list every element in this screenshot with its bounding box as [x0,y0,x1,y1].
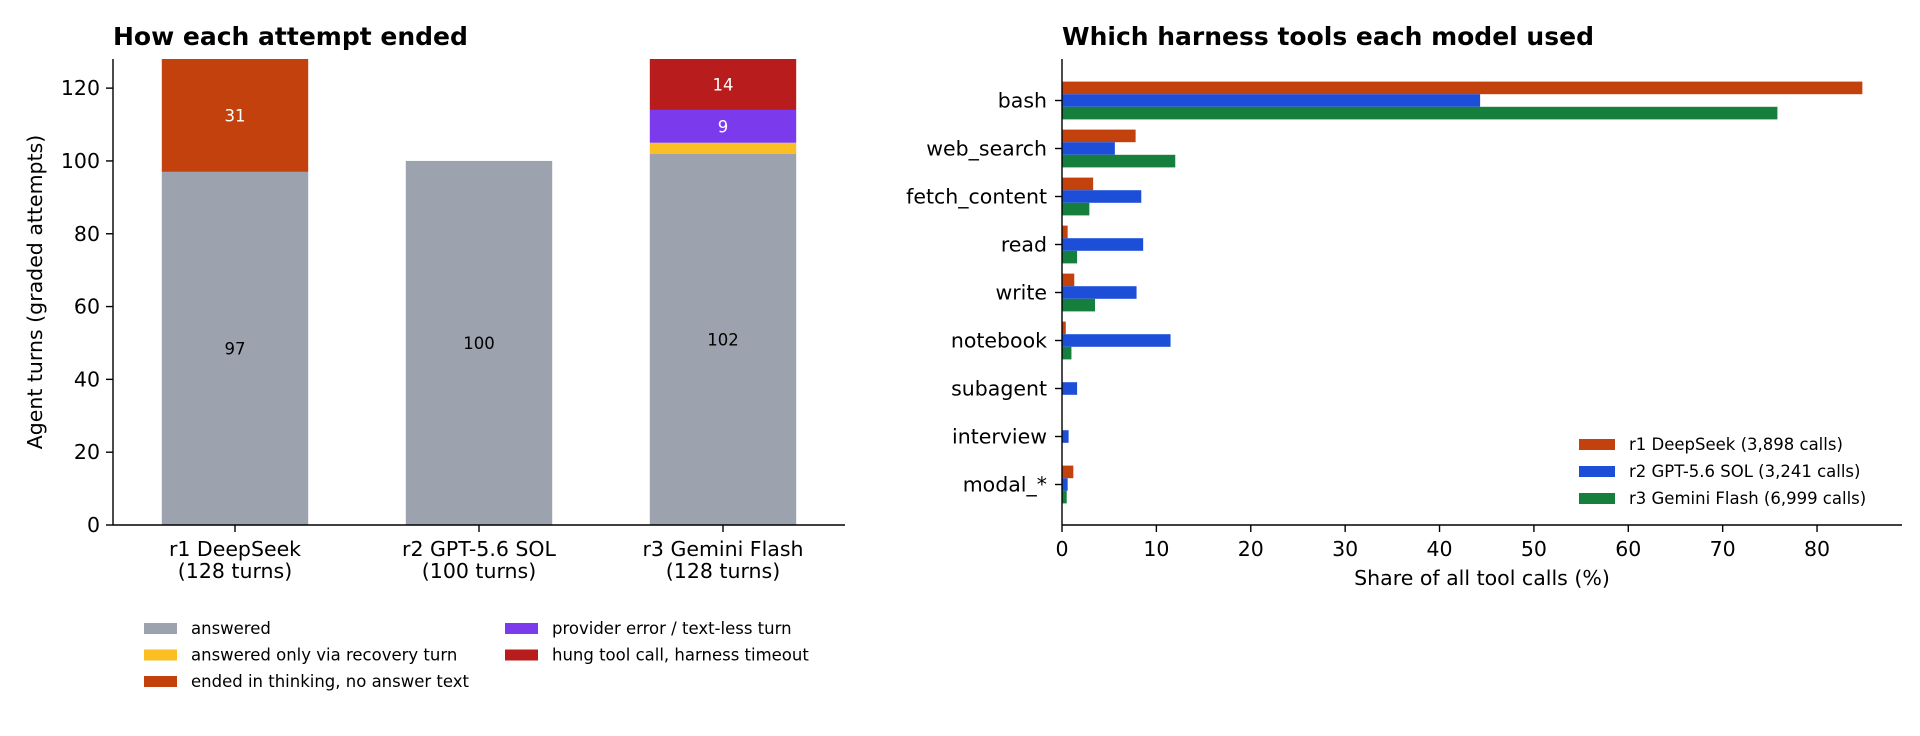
legend-label-r1-deepseek: r1 DeepSeek (3,898 calls) [1629,435,1843,454]
bar-r3-gemini-flash-write [1062,298,1096,312]
data-label-answered-r1-deepseek: 97 [225,339,246,358]
bar-r2-gpt-5-6-sol-interview [1062,430,1069,443]
legend-swatch-r2-gpt-5-6-sol [1579,466,1615,477]
x-tick-label-r1-deepseek-sub: (128 turns) [178,559,292,583]
x-tick-label-r3-gemini-flash: r3 Gemini Flash [642,537,803,561]
data-label-provider-error-text-less-turn-r3-gemini-flash: 9 [718,117,729,136]
y-tick-label-60: 60 [74,295,100,319]
y-tick-label-0: 0 [87,513,100,537]
x-tick-label-60: 60 [1615,537,1641,561]
bar-provider-error-text-less-turn-r3-gemini-flash [649,109,797,143]
y-tick-label-modal: modal_* [963,473,1047,498]
y-tick-label-20: 20 [74,440,100,464]
y-tick-label-web-search: web_search [926,137,1047,162]
x-tick-label-80: 80 [1804,537,1830,561]
right-bars [1062,81,1863,504]
bar-r3-gemini-flash-web-search [1062,154,1176,168]
data-label-answered-r2-gpt-5-6-sol: 100 [463,334,495,353]
bar-r2-gpt-5-6-sol-notebook [1062,334,1171,347]
y-tick-label-interview: interview [952,425,1047,449]
x-tick-label-r3-gemini-flash-sub: (128 turns) [666,559,780,583]
x-tick-label-10: 10 [1143,537,1169,561]
left-bars: 97 100 102 31 9 14 [161,59,797,525]
legend-swatch-r3-gemini-flash [1579,493,1615,504]
legend-label-ended-in-thinking-no-answer-text: ended in thinking, no answer text [191,672,470,691]
bar-r1-deepseek-modal [1062,465,1074,479]
right-x-axis-label: Share of all tool calls (%) [1354,566,1610,590]
bar-r2-gpt-5-6-sol-read [1062,238,1144,251]
y-tick-label-notebook: notebook [951,329,1047,353]
bar-answered-r1-deepseek [161,171,309,525]
legend-swatch-r1-deepseek [1579,439,1615,450]
bar-answered-r2-gpt-5-6-sol [405,160,553,525]
legend-swatch-hung-tool-call-harness-timeout [505,649,538,661]
legend-label-r3-gemini-flash: r3 Gemini Flash (6,999 calls) [1629,489,1866,508]
x-tick-label-20: 20 [1238,537,1264,561]
y-tick-label-read: read [1001,233,1047,257]
left-chart-panel: How each attempt ended 97 100 102 31 9 14 0 20… [23,22,845,691]
legend-label-provider-error-text-less-turn: provider error / text-less turn [552,619,792,638]
legend-label-r2-gpt-5-6-sol: r2 GPT-5.6 SOL (3,241 calls) [1629,462,1860,481]
left-y-axis-label: Agent turns (graded attempts) [23,135,47,450]
bar-r1-deepseek-web-search [1062,129,1136,143]
data-label-ended-in-thinking-no-answer-text-r1-deepseek: 31 [225,106,246,125]
y-tick-label-subagent: subagent [951,377,1047,401]
legend-label-answered: answered [191,619,271,638]
legend-swatch-answered [144,623,177,634]
y-tick-label-write: write [995,281,1047,305]
x-tick-label-r1-deepseek: r1 DeepSeek [169,537,301,561]
x-tick-label-r2-gpt-5-6-sol-sub: (100 turns) [422,559,536,583]
bar-r3-gemini-flash-notebook [1062,346,1072,360]
right-chart-title: Which harness tools each model used [1062,22,1594,51]
left-chart-title: How each attempt ended [113,22,468,51]
legend-label-hung-tool-call-harness-timeout: hung tool call, harness timeout [552,646,809,665]
y-tick-label-120: 120 [61,76,100,100]
bar-r2-gpt-5-6-sol-subagent [1062,382,1078,395]
right-legend: r1 DeepSeek (3,898 calls) r2 GPT-5.6 SOL … [1579,435,1866,508]
data-label-hung-tool-call-harness-timeout-r3-gemini-flash: 14 [713,75,734,94]
data-label-answered-r3-gemini-flash: 102 [707,330,739,349]
bar-r1-deepseek-fetch-content [1062,177,1094,191]
bar-r2-gpt-5-6-sol-bash [1062,94,1481,107]
bar-r2-gpt-5-6-sol-fetch-content [1062,190,1142,203]
left-y-axis-ticks: 0 20 40 60 80 100 120 [61,76,113,537]
y-tick-label-40: 40 [74,367,100,391]
left-legend: answered answered only via recovery turn e… [144,619,809,691]
x-tick-label-70: 70 [1710,537,1736,561]
bar-answered-r3-gemini-flash [649,153,797,525]
legend-swatch-answered-only-via-recovery-turn [144,649,177,661]
bar-r2-gpt-5-6-sol-web-search [1062,142,1115,155]
legend-swatch-provider-error-text-less-turn [505,623,538,634]
x-tick-label-30: 30 [1332,537,1358,561]
bar-r2-gpt-5-6-sol-write [1062,286,1137,299]
bar-r2-gpt-5-6-sol-modal [1062,478,1068,491]
x-tick-label-0: 0 [1055,537,1068,561]
x-tick-label-40: 40 [1426,537,1452,561]
right-chart-panel: Which harness tools each model used bash… [906,22,1902,590]
legend-swatch-ended-in-thinking-no-answer-text [144,676,177,687]
y-tick-label-80: 80 [74,222,100,246]
bar-hung-tool-call-harness-timeout-r3-gemini-flash [649,59,797,110]
bar-answered-only-via-recovery-turn-r3-gemini-flash [649,142,797,154]
bar-r1-deepseek-write [1062,273,1075,287]
bar-r3-gemini-flash-modal [1062,490,1067,504]
legend-label-answered-only-via-recovery-turn: answered only via recovery turn [191,646,457,665]
bar-r3-gemini-flash-read [1062,250,1078,264]
x-tick-label-50: 50 [1521,537,1547,561]
x-tick-label-r2-gpt-5-6-sol: r2 GPT-5.6 SOL [402,537,557,561]
y-tick-label-bash: bash [998,89,1047,113]
bar-r1-deepseek-notebook [1062,321,1066,335]
y-tick-label-fetch-content: fetch_content [906,185,1047,210]
bar-r3-gemini-flash-fetch-content [1062,202,1090,216]
bar-r3-gemini-flash-bash [1062,106,1778,120]
bar-r1-deepseek-bash [1062,81,1863,95]
left-x-axis-ticks: r1 DeepSeek(128 turns)r2 GPT-5.6 SOL(100… [169,525,804,583]
y-tick-label-100: 100 [61,149,100,173]
bar-r1-deepseek-read [1062,225,1068,239]
right-x-axis-ticks: 0 10 20 30 40 50 60 70 80 [1055,525,1830,561]
bar-ended-in-thinking-no-answer-text-r1-deepseek [161,59,309,172]
